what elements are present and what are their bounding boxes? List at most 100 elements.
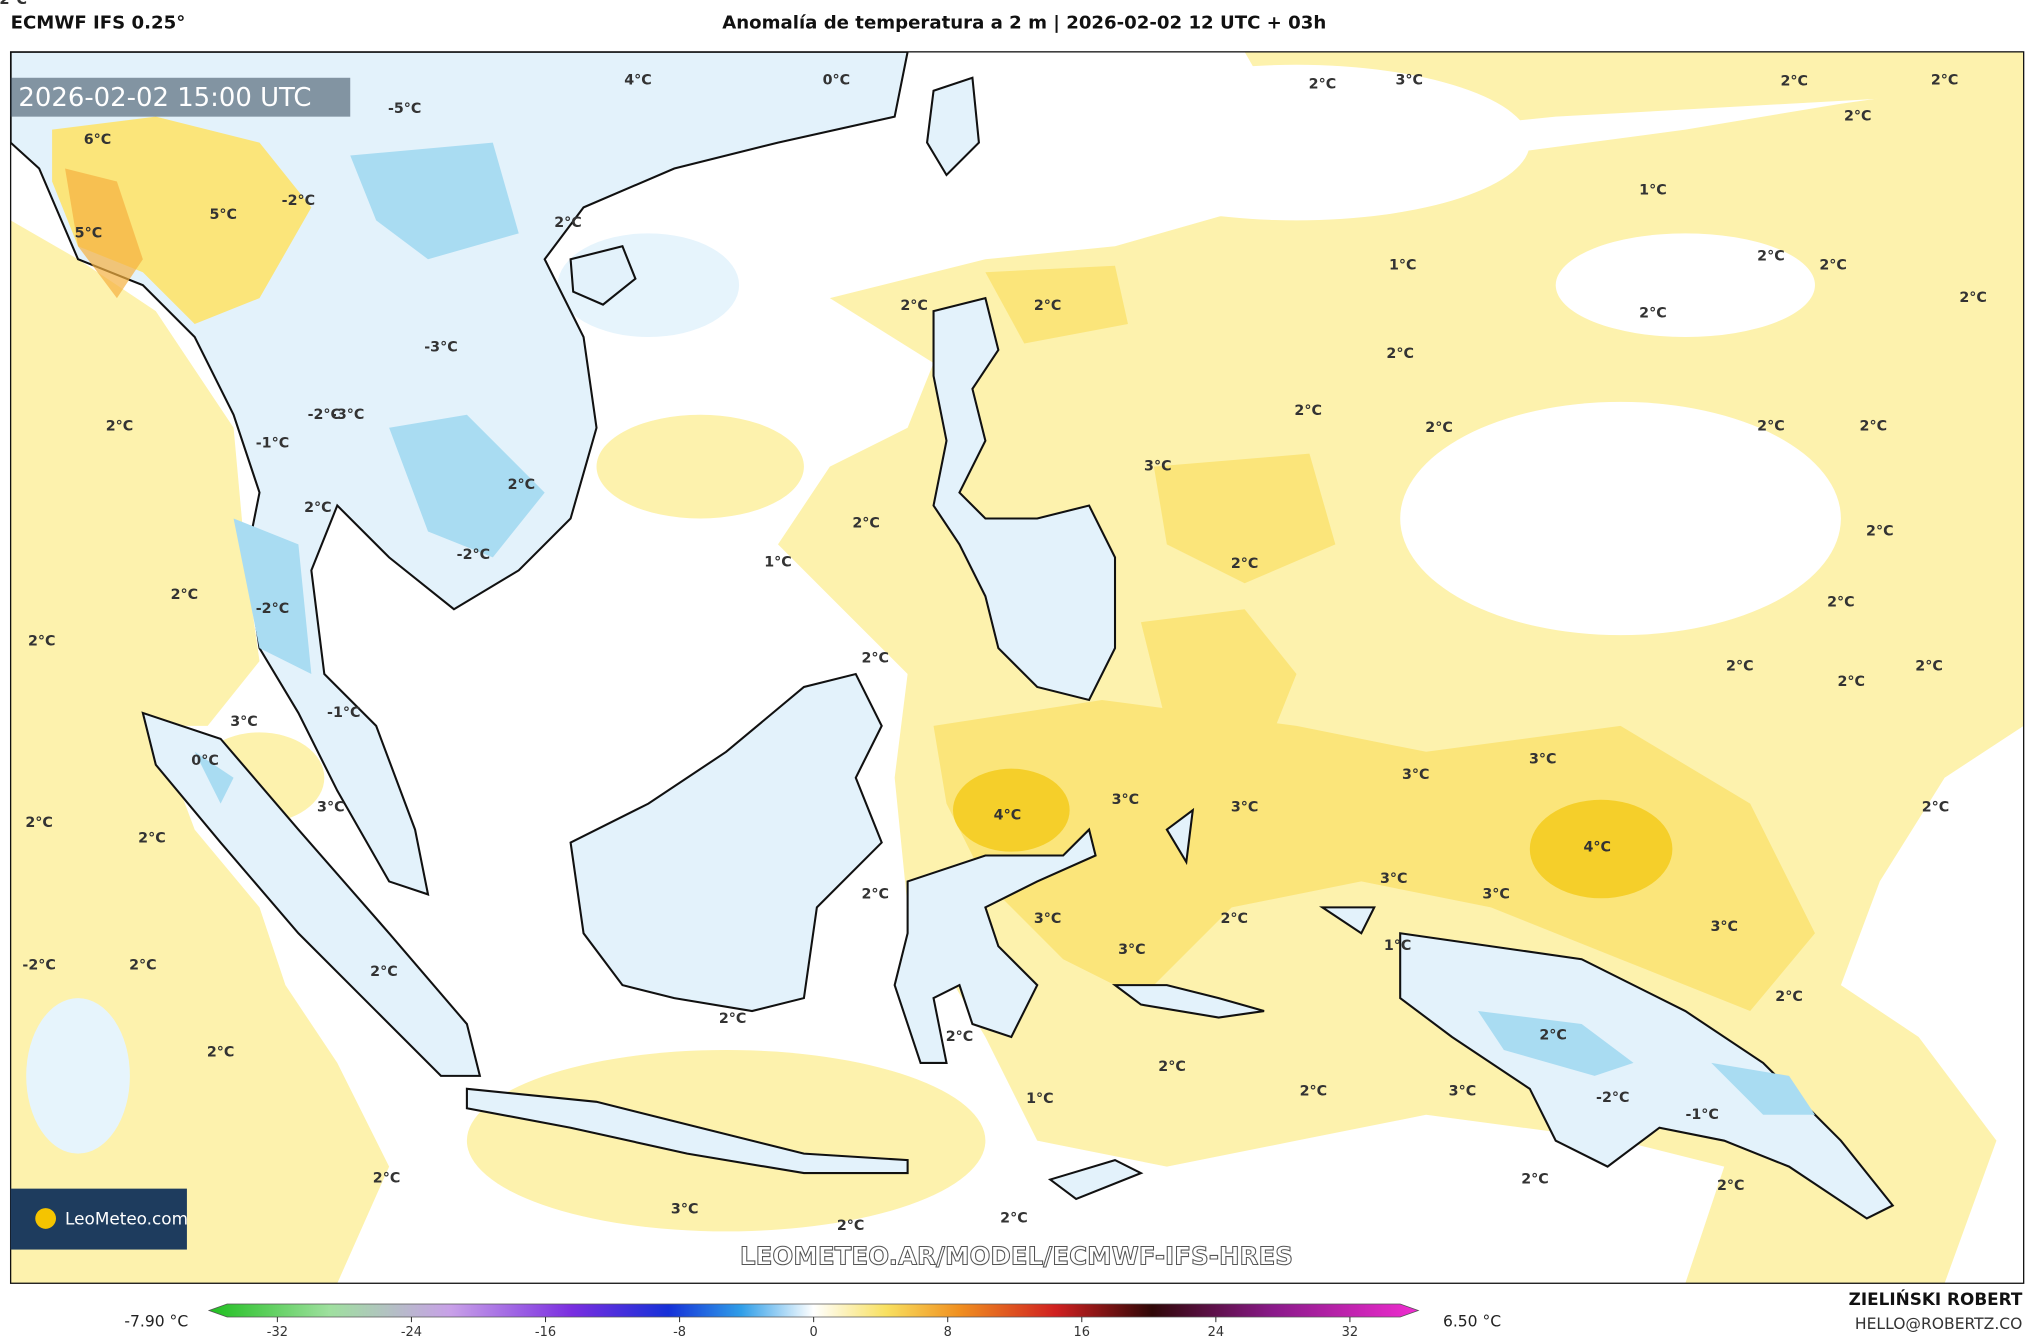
contour-label: 2°C <box>1221 911 1248 927</box>
contour-label: -1°C <box>1685 1107 1718 1123</box>
landmass <box>925 76 980 177</box>
contour-label: 3°C <box>230 714 257 730</box>
contour-label: 3°C <box>1034 911 1062 927</box>
colorbar-bar <box>207 1303 1420 1318</box>
contour-label: 2°C <box>1294 403 1322 419</box>
contour-label: 2°C <box>106 418 134 434</box>
contour-label: 2°C <box>861 886 888 902</box>
contour-label: 3°C <box>1112 792 1140 808</box>
colorbar-tick-label: 8 <box>944 1325 952 1339</box>
contour-label: 2°C <box>1521 1172 1549 1188</box>
contour-label: 2°C <box>1757 249 1785 265</box>
map-frame <box>9 51 2025 1284</box>
colorbar-tick-label: -24 <box>401 1325 422 1339</box>
contour-label: 2°C <box>373 1170 401 1186</box>
contour-label: 1°C <box>1389 258 1417 274</box>
colorbar-tick-label: 16 <box>1074 1325 1090 1339</box>
contour-label: 2°C <box>1158 1059 1186 1075</box>
contour-label: 4°C <box>1583 840 1611 856</box>
contour-label: 2°C <box>1775 989 1803 1005</box>
neutral-area <box>1400 401 1841 636</box>
contour-label: 2°C <box>1726 658 1754 674</box>
anomaly-area <box>933 699 1815 1012</box>
contour-label: 2°C <box>1231 556 1259 572</box>
colorbar-tick-label: 0 <box>810 1325 818 1339</box>
contour-label: 3°C <box>1231 800 1259 816</box>
contour-label: 1°C <box>1384 938 1412 954</box>
contour-label: -3°C <box>424 339 457 355</box>
contour-label: 2°C <box>508 477 536 493</box>
contour-label: 2°C <box>1425 420 1453 436</box>
contour-label: 2°C <box>370 964 398 980</box>
contour-label: 2°C <box>207 1045 235 1061</box>
contour-label: 3°C <box>1710 919 1738 935</box>
colorbar-min: -7.90 °C <box>124 1313 188 1331</box>
contour-label: 3°C <box>1402 767 1430 783</box>
contour-label: 2°C <box>1819 258 1847 274</box>
contour-labels: 6°C 5°C 5°C 4°C 0°C -5°C -2°C 2°C -3°C -3°C 2°C -1°… <box>0 0 1987 1234</box>
contour-label: -5°C <box>388 101 421 117</box>
contour-label: 2°C <box>129 958 157 974</box>
contour-label: 2°C <box>1717 1178 1745 1194</box>
landmass <box>569 245 637 306</box>
contour-label: 3°C <box>1118 942 1146 958</box>
contour-label: 5°C <box>75 225 103 241</box>
contour-label: 2°C <box>1639 306 1666 322</box>
contour-label: -2°C <box>22 958 55 974</box>
contour-label: 6°C <box>84 132 112 148</box>
contour-label: 2°C <box>25 815 53 831</box>
contour-label: 1°C <box>1026 1091 1054 1107</box>
neutral-area <box>1555 233 1815 338</box>
contour-label: 2°C <box>861 650 888 666</box>
contour-label: 4°C <box>994 807 1022 823</box>
contour-label: 2°C <box>1931 72 1959 88</box>
timestamp: 2026-02-02 15:00 UTC <box>18 83 311 113</box>
contour-label: 3°C <box>671 1201 699 1217</box>
contour-label: 2°C <box>1860 418 1888 434</box>
contour-label: 3°C <box>1529 752 1557 768</box>
contour-label: -2°C <box>457 547 490 563</box>
contour-label: 2°C <box>837 1218 865 1234</box>
contour-label: 5°C <box>209 207 237 223</box>
contour-label: 2°C <box>1838 674 1866 690</box>
colorbar-tick-label: -32 <box>267 1325 288 1339</box>
anomaly-area <box>985 265 1336 739</box>
contour-label: 2°C <box>1844 109 1872 125</box>
watermark: LEOMETEO.AR/MODEL/ECMWF-IFS-HRES <box>740 1241 1293 1270</box>
contour-label: 1°C <box>1639 183 1666 199</box>
contour-label: -2°C <box>1596 1090 1629 1106</box>
contour-label: 3°C <box>1449 1083 1477 1099</box>
contour-label: 3°C <box>317 800 344 816</box>
logo: LeoMeteo.com <box>65 1209 188 1229</box>
colorbar-tick-label: -8 <box>673 1325 686 1339</box>
contour-label: 0°C <box>191 753 218 769</box>
contour-label: 2°C <box>1780 74 1808 90</box>
contour-label: -2°C <box>282 193 315 209</box>
contour-label: 2°C <box>304 500 331 516</box>
contour-label: 3°C <box>1482 886 1510 902</box>
contour-label: -2°C <box>256 601 289 617</box>
anomaly-area <box>596 414 804 519</box>
contour-label: 2°C <box>1539 1028 1567 1044</box>
colorbar-tick-label: 32 <box>1342 1325 1358 1339</box>
contour-label: 2°C <box>1866 523 1894 539</box>
landmass <box>1399 932 1895 1220</box>
map-area <box>10 51 2024 1284</box>
anomaly-area <box>952 768 1070 852</box>
contour-label: 2°C <box>28 634 56 650</box>
contour-label: 2°C <box>900 298 928 314</box>
contour-label: 2°C <box>1309 76 1337 92</box>
contour-label: 2°C <box>0 0 27 8</box>
contour-label: -3°C <box>331 407 364 423</box>
contour-label: 2°C <box>138 831 166 847</box>
map-title: Anomalía de temperatura a 2 m | 2026-02-… <box>722 12 1326 33</box>
contour-label: 2°C <box>946 1029 974 1045</box>
contour-label: 0°C <box>823 72 851 88</box>
contour-label: 3°C <box>1380 871 1408 887</box>
contour-label: 4°C <box>624 72 652 88</box>
credit-name: ZIELIŃSKI ROBERT <box>1849 1288 2023 1309</box>
anomaly-area <box>1529 799 1673 899</box>
contour-label: 2°C <box>719 1011 747 1027</box>
